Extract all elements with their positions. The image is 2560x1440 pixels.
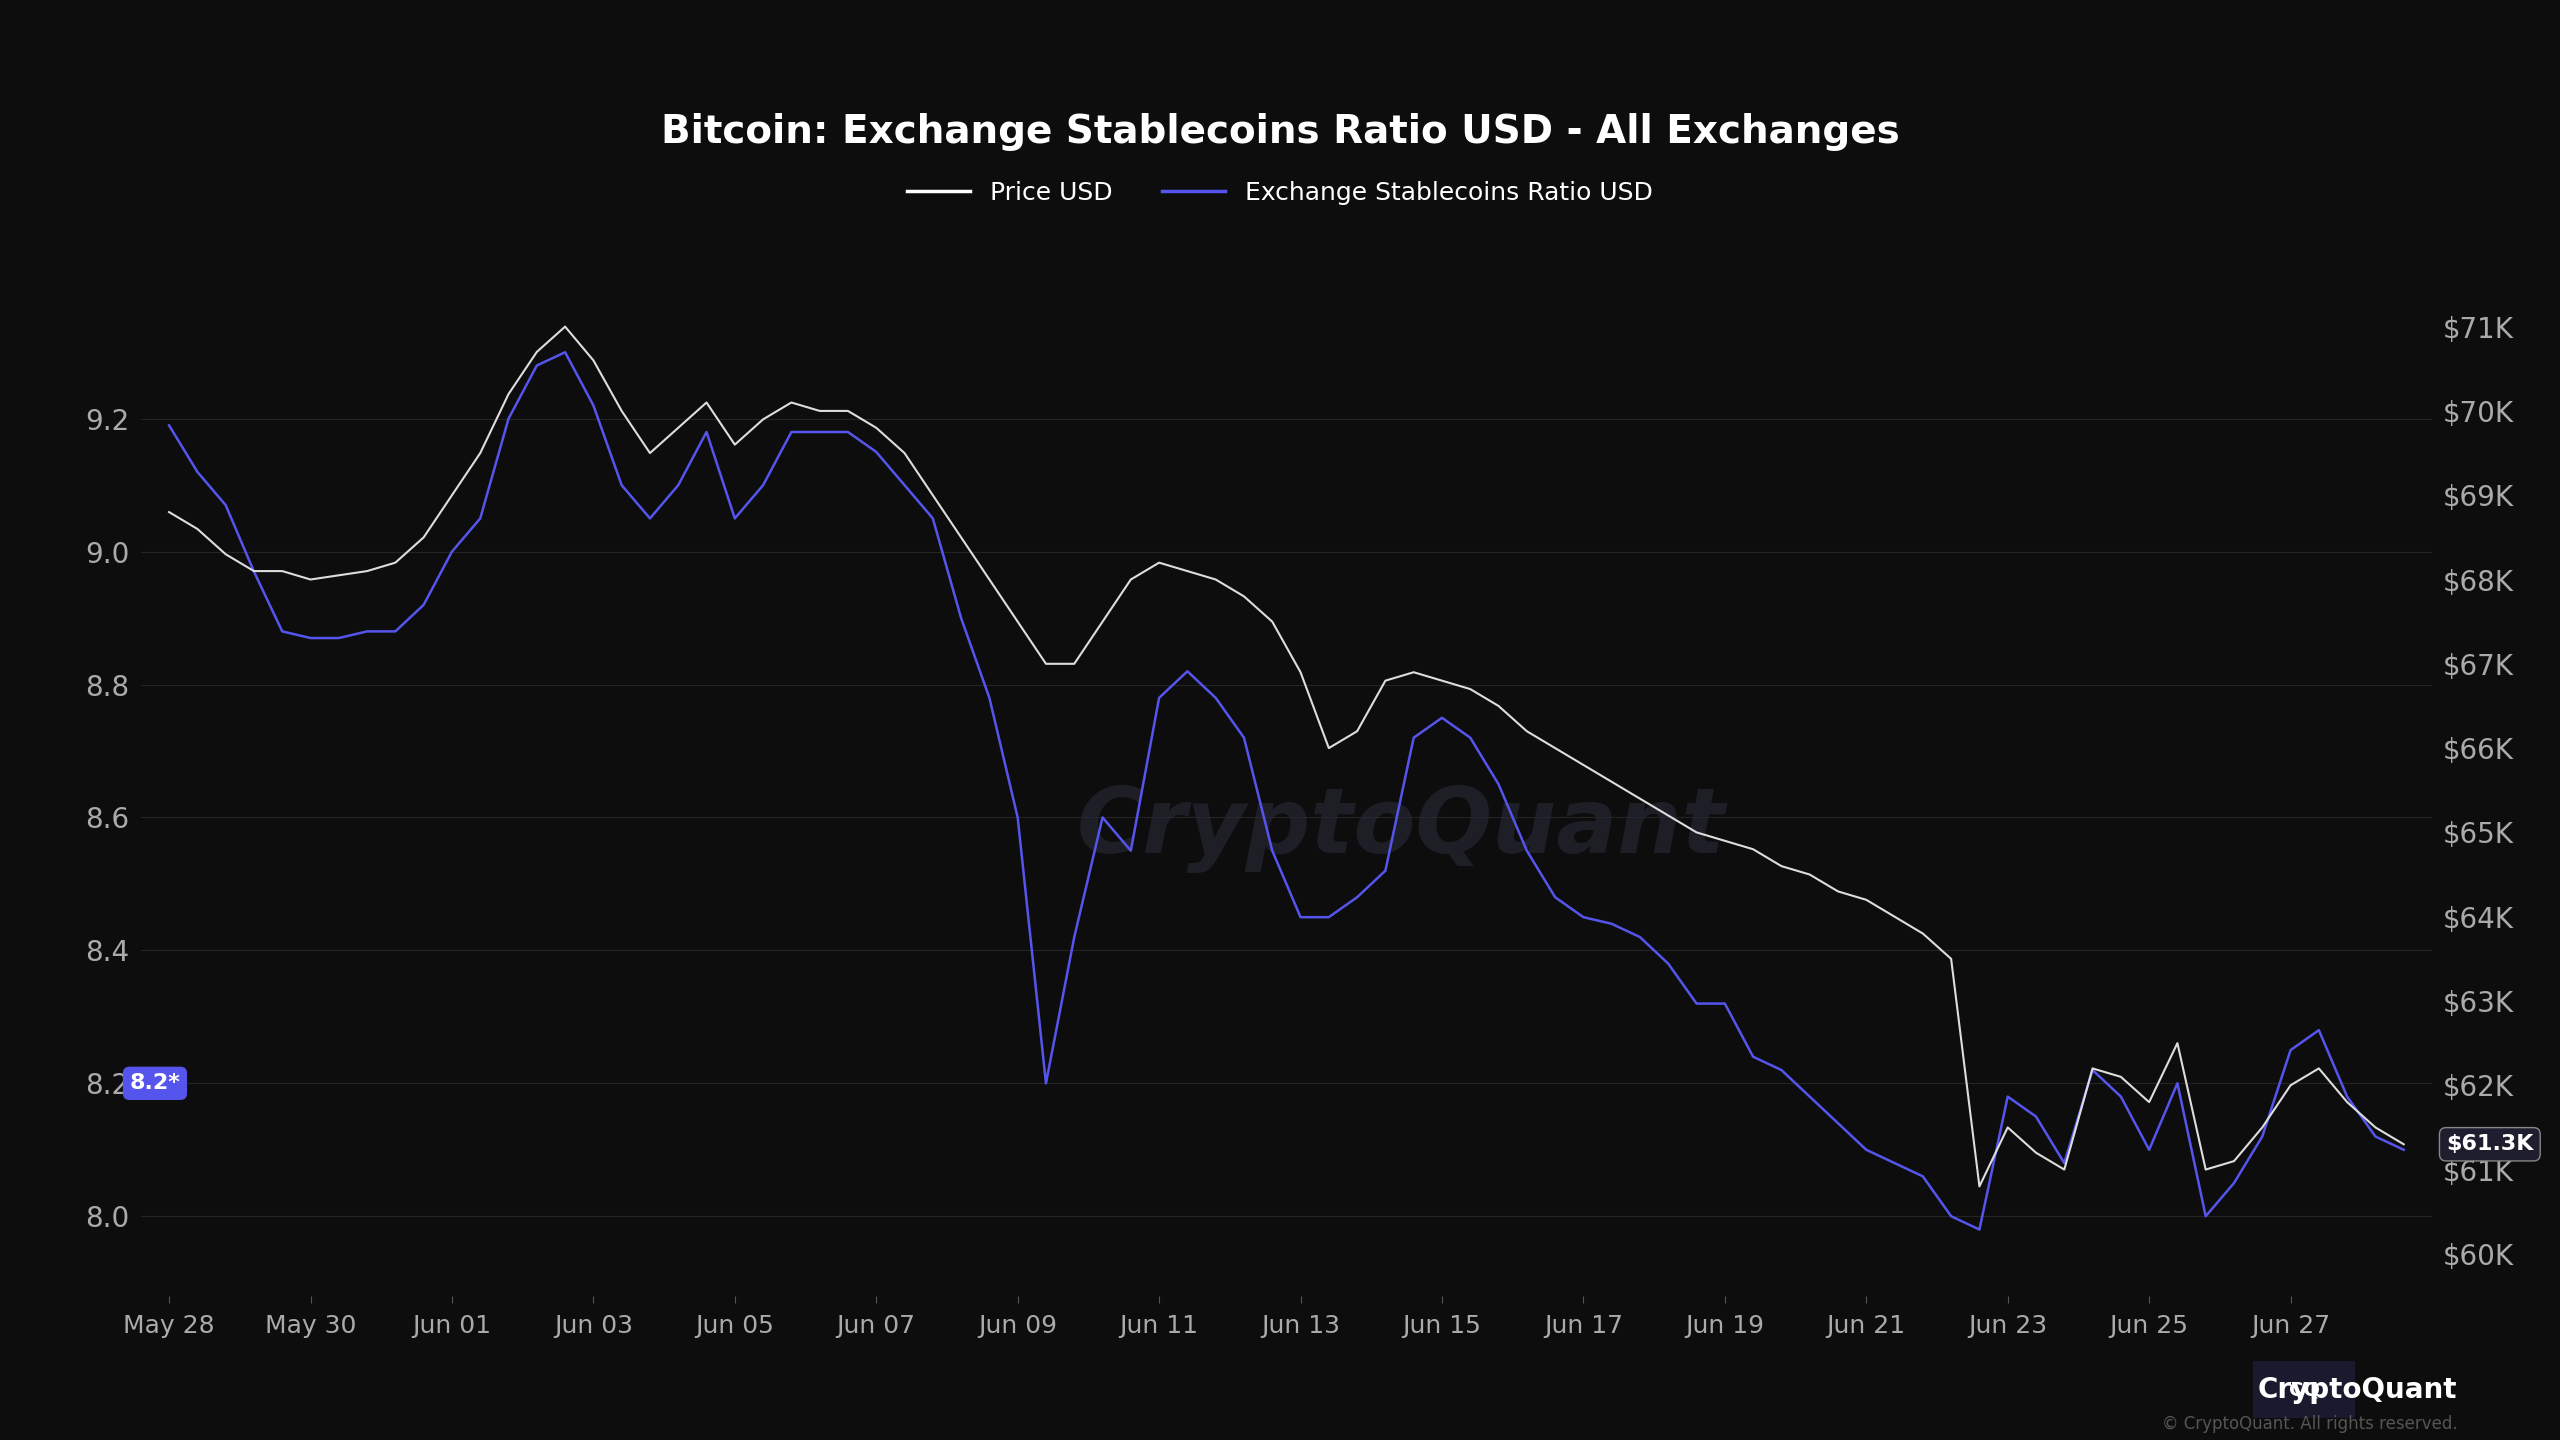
Legend: Price USD, Exchange Stablecoins Ratio USD: Price USD, Exchange Stablecoins Ratio US… <box>896 171 1664 215</box>
Text: Bitcoin: Exchange Stablecoins Ratio USD - All Exchanges: Bitcoin: Exchange Stablecoins Ratio USD … <box>660 114 1900 151</box>
Text: © CryptoQuant. All rights reserved.: © CryptoQuant. All rights reserved. <box>2163 1414 2458 1433</box>
Text: CryptoQuant: CryptoQuant <box>1078 785 1725 874</box>
Text: CryptoQuant: CryptoQuant <box>2258 1377 2458 1404</box>
Text: 8.2*: 8.2* <box>131 1073 179 1093</box>
Text: CQ: CQ <box>2289 1380 2319 1400</box>
Text: $61.3K: $61.3K <box>2447 1135 2534 1155</box>
